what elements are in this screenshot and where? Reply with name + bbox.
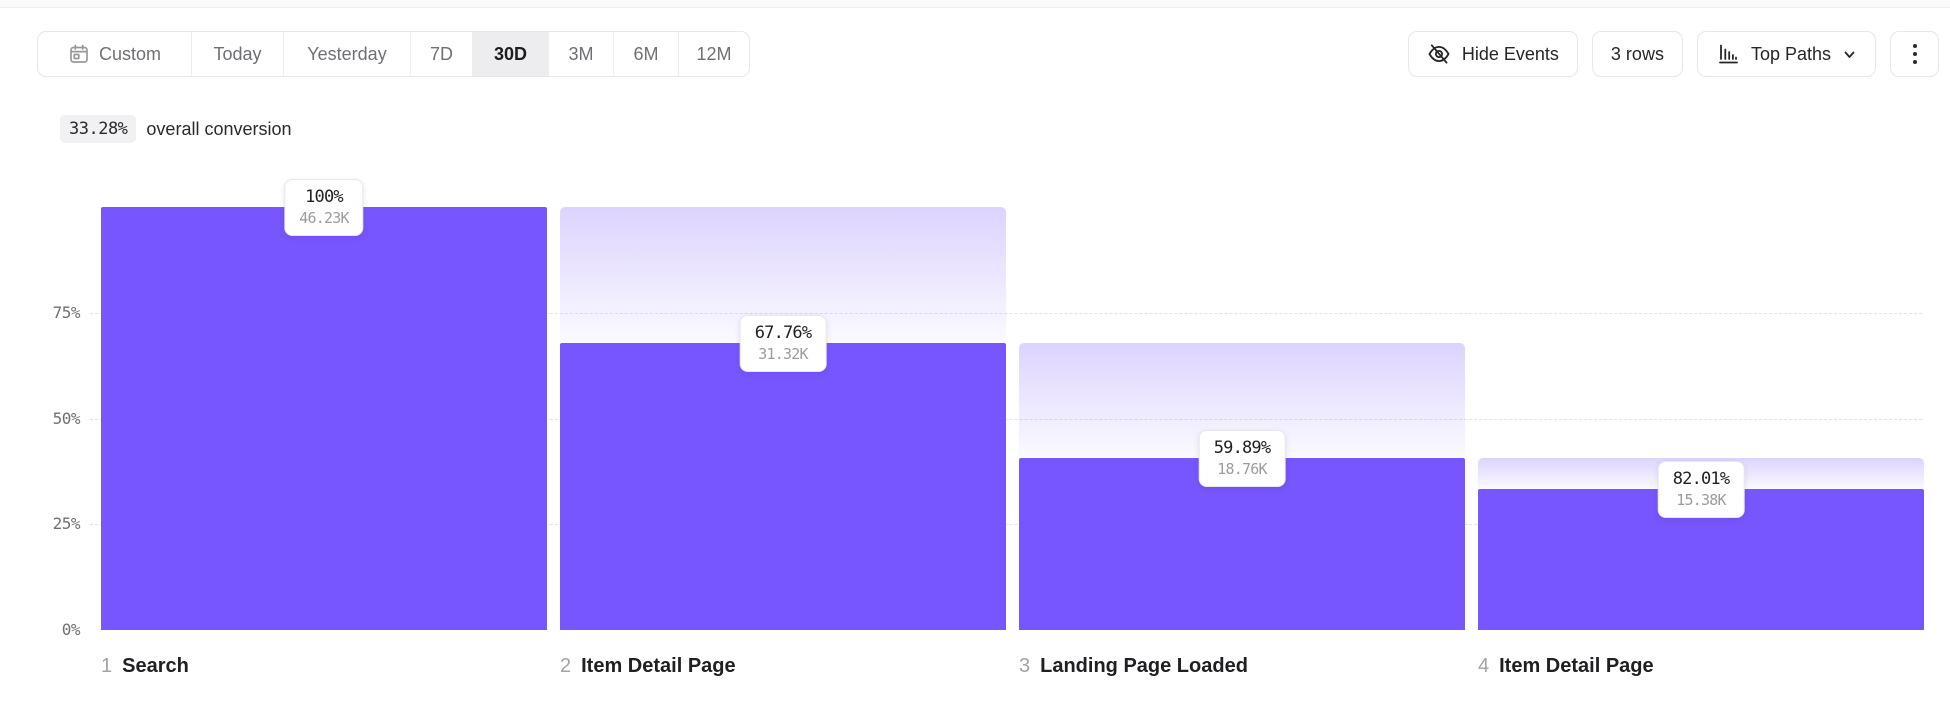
date-range-yesterday[interactable]: Yesterday [283, 32, 410, 76]
overall-conversion-text: overall conversion [146, 118, 292, 139]
step-label-4: 4 Item Detail Page [1478, 653, 1654, 679]
step-number: 1 [101, 655, 113, 677]
funnel-bar-step-4[interactable] [1478, 489, 1924, 630]
date-range-label: 6M [633, 43, 659, 64]
y-axis-tick-50: 50% [52, 408, 81, 428]
histogram-icon [1716, 42, 1740, 66]
step-label-1: 1 Search [101, 653, 189, 679]
eye-off-icon [1427, 42, 1451, 66]
funnel-dropoff-region [560, 207, 1006, 344]
funnel-bar-step-3[interactable] [1019, 458, 1465, 630]
date-range-custom[interactable]: Custom [38, 32, 191, 76]
kebab-menu-icon [1912, 44, 1917, 64]
step-number: 3 [1019, 655, 1031, 677]
date-range-label: 7D [429, 43, 453, 64]
funnel-bar-step-2[interactable] [560, 343, 1006, 630]
step-name: Search [122, 655, 189, 677]
step-label-2: 2 Item Detail Page [560, 653, 736, 679]
funnel-bar-step-1[interactable] [101, 207, 547, 630]
step-number: 4 [1478, 655, 1490, 677]
date-range-label: Today [213, 43, 262, 64]
y-axis-tick-75: 75% [52, 302, 81, 322]
conversion-percent: 82.01% [1672, 469, 1730, 490]
top-divider [0, 0, 1950, 8]
rows-label: 3 rows [1610, 43, 1664, 64]
date-range-7d[interactable]: 7D [410, 32, 472, 76]
date-range-label: 30D [493, 43, 528, 64]
more-options-button[interactable] [1890, 31, 1939, 77]
date-range-label: 12M [696, 43, 732, 64]
top-paths-button[interactable]: Top Paths [1696, 31, 1876, 77]
y-axis-tick-0: 0% [61, 620, 81, 639]
conversion-percent: 59.89% [1213, 438, 1271, 459]
step-number: 2 [560, 655, 572, 677]
step-name: Item Detail Page [581, 655, 736, 677]
date-range-label: Yesterday [307, 43, 387, 64]
date-range-control: Custom Today Yesterday 7D 30D 3M 6M 12M [37, 31, 750, 77]
rows-button[interactable]: 3 rows [1591, 31, 1683, 77]
hide-events-label: Hide Events [1461, 43, 1559, 64]
funnel-dropoff-region [1478, 458, 1924, 490]
top-paths-label: Top Paths [1750, 43, 1831, 64]
hide-events-button[interactable]: Hide Events [1407, 31, 1578, 77]
step-label-3: 3 Landing Page Loaded [1019, 653, 1248, 679]
date-range-12m[interactable]: 12M [678, 32, 749, 76]
step-name: Item Detail Page [1499, 655, 1654, 677]
conversion-percent: 67.76% [754, 323, 812, 344]
calendar-icon [68, 43, 90, 65]
y-axis-tick-25: 25% [52, 514, 81, 534]
funnel-dropoff-region [1019, 343, 1465, 459]
toolbar-actions: Hide Events 3 rows Top Paths [1407, 31, 1939, 77]
date-range-3m[interactable]: 3M [548, 32, 613, 76]
conversion-percent: 100% [305, 187, 344, 207]
date-range-label: Custom [98, 43, 161, 64]
date-range-label: 3M [568, 43, 594, 64]
overall-conversion: 33.28% overall conversion [60, 115, 292, 143]
date-range-30d[interactable]: 30D [472, 32, 548, 76]
toolbar: Custom Today Yesterday 7D 30D 3M 6M 12M Hide Ev… [0, 31, 1950, 77]
chevron-down-icon [1842, 47, 1857, 62]
step-name: Landing Page Loaded [1040, 655, 1248, 677]
overall-conversion-value: 33.28% [60, 115, 137, 143]
date-range-6m[interactable]: 6M [613, 32, 678, 76]
date-range-today[interactable]: Today [191, 32, 283, 76]
